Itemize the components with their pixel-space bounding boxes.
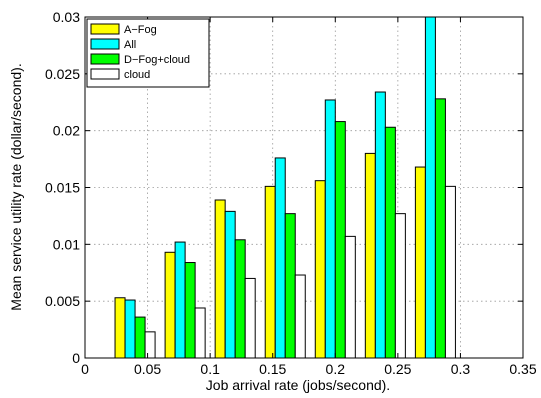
y-tick-label: 0.015 <box>45 180 80 196</box>
legend-swatch <box>90 68 120 80</box>
y-tick-label: 0.025 <box>45 66 80 82</box>
bar-all-1 <box>174 241 186 359</box>
bars <box>114 16 456 359</box>
bar-d-fog-cloud-5 <box>384 126 396 359</box>
bar-all-4 <box>324 99 336 359</box>
bar-all-5 <box>374 91 386 359</box>
legend: A−Fog All D−Fog+cloud cloud <box>86 18 210 88</box>
legend-label: A−Fog <box>124 24 157 36</box>
bar-a-fog-2 <box>214 199 226 359</box>
legend-label: D−Fog+cloud <box>124 54 190 66</box>
x-tick-label: 0.1 <box>200 361 220 377</box>
bar-all-0 <box>124 299 136 359</box>
x-tick-label: 0.2 <box>326 361 346 377</box>
y-tick-label: 0.02 <box>53 123 80 139</box>
bar-cloud-2 <box>244 277 256 359</box>
x-tick-label: 0.15 <box>259 361 286 377</box>
bar-d-fog-cloud-6 <box>434 98 446 359</box>
bar-cloud-1 <box>194 307 206 359</box>
bar-a-fog-5 <box>364 152 376 359</box>
legend-swatch <box>90 53 120 65</box>
bar-d-fog-cloud-4 <box>334 121 346 359</box>
bar-cloud-5 <box>394 213 406 359</box>
x-tick-label: 0.3 <box>451 361 471 377</box>
bar-d-fog-cloud-0 <box>134 316 146 359</box>
x-tick-label: 0.25 <box>384 361 411 377</box>
bar-cloud-3 <box>294 274 306 359</box>
bar-all-3 <box>274 157 286 359</box>
bar-a-fog-6 <box>414 166 426 359</box>
x-tick-label: 0.05 <box>134 361 161 377</box>
bar-a-fog-3 <box>264 185 276 359</box>
y-axis-label: Mean service utility rate (dollar/second… <box>8 63 24 310</box>
x-axis-label: Job arrival rate (jobs/second). <box>206 377 390 393</box>
bar-cloud-6 <box>444 185 456 359</box>
bar-a-fog-0 <box>114 297 126 359</box>
bar-cloud-0 <box>144 331 156 359</box>
bar-all-2 <box>224 210 236 359</box>
legend-label: All <box>124 39 136 51</box>
bar-a-fog-1 <box>164 251 176 359</box>
y-tick-label: 0 <box>72 350 80 366</box>
bar-a-fog-4 <box>314 180 326 359</box>
y-tick-label: 0.01 <box>53 236 80 252</box>
axis-ticks: 0 0.05 0.1 0.15 0.2 0.25 0.3 0.35 0 0.005 0.01 0.01… <box>45 9 537 377</box>
y-tick-label: 0.005 <box>45 293 80 309</box>
bar-d-fog-cloud-1 <box>184 262 196 359</box>
bar-d-fog-cloud-3 <box>284 213 296 359</box>
x-tick-label: 0 <box>81 361 89 377</box>
bar-all-6 <box>424 16 436 359</box>
legend-label: cloud <box>124 69 150 81</box>
bar-cloud-4 <box>344 235 356 359</box>
x-tick-label: 0.35 <box>509 361 536 377</box>
legend-swatch <box>90 23 120 35</box>
y-tick-label: 0.03 <box>53 9 80 25</box>
legend-swatch <box>90 38 120 50</box>
bar-d-fog-cloud-2 <box>234 239 246 359</box>
